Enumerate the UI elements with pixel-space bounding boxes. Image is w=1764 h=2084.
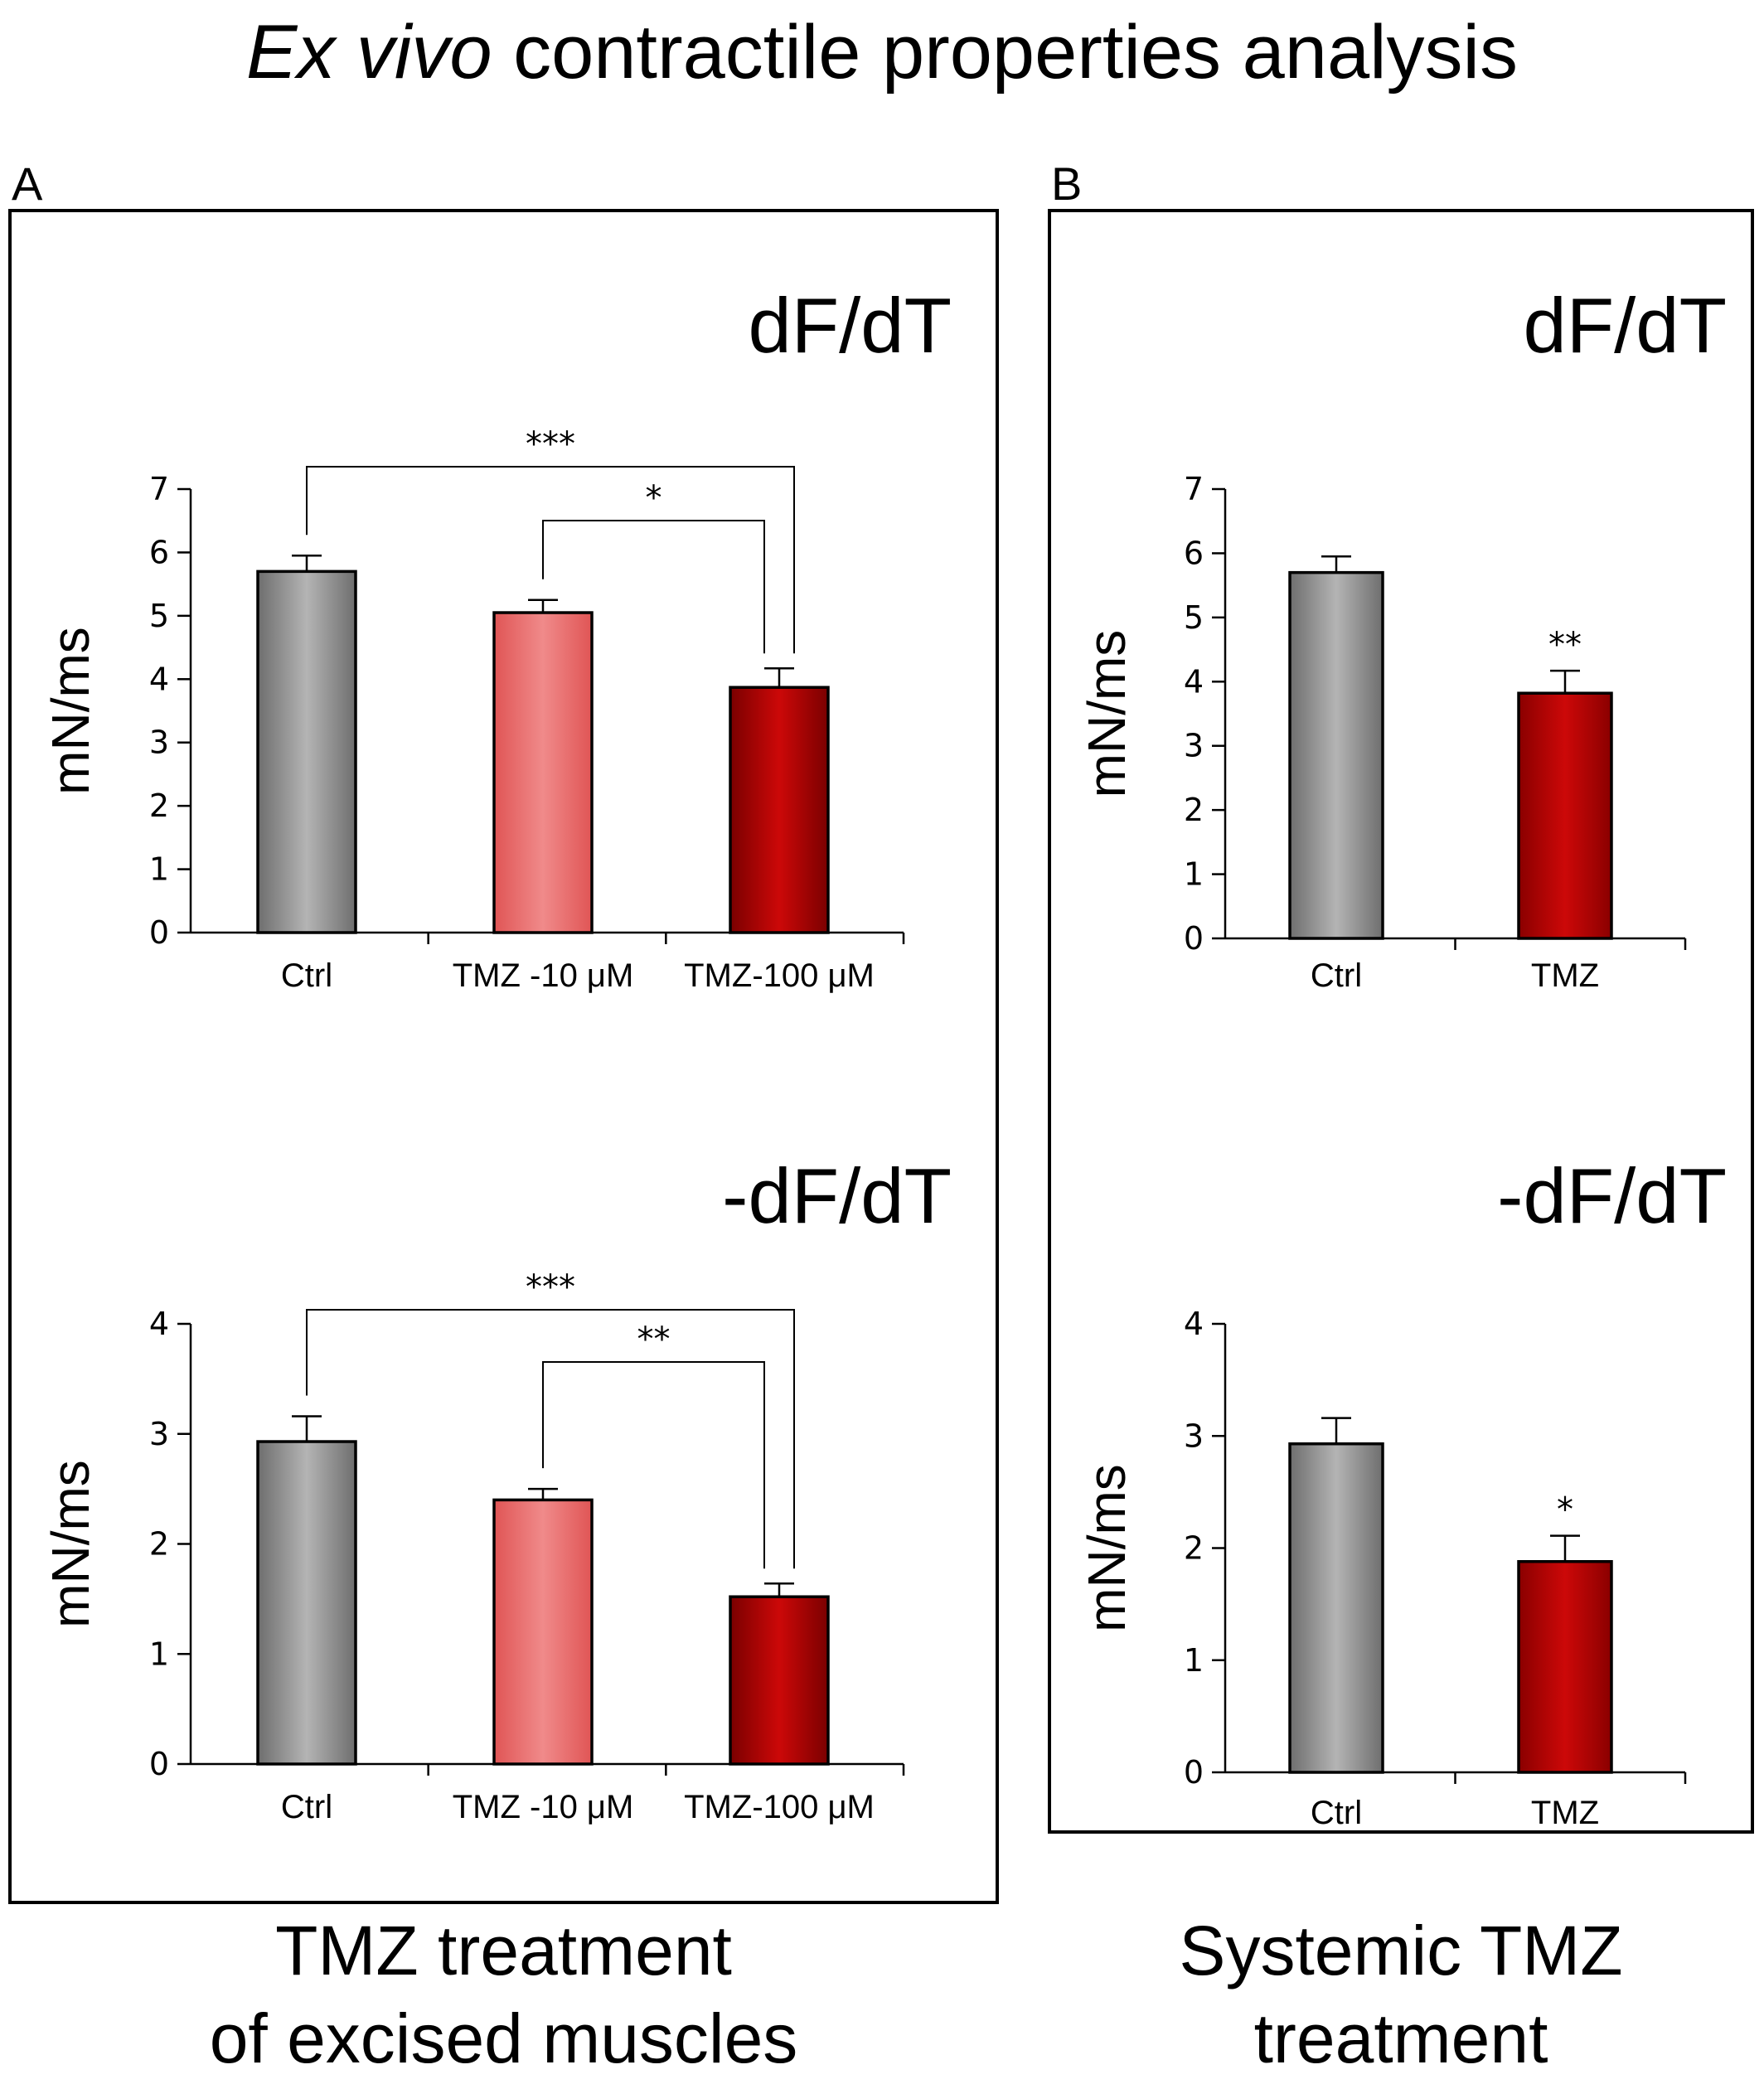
bar — [1288, 1442, 1384, 1774]
panel-b-frame — [1048, 209, 1754, 1834]
chart-measure-title: -dF/dT — [1497, 1152, 1727, 1239]
page-title: Ex vivo contractile properties analysis — [0, 7, 1764, 98]
y-axis-label: mN/ms — [1077, 1464, 1136, 1632]
y-tick-label: 4 — [149, 1306, 169, 1342]
panel-letter-b: B — [1051, 158, 1083, 210]
x-category-label: TMZ -10 μM — [453, 1789, 634, 1825]
y-tick-label: 4 — [1184, 1306, 1204, 1342]
y-tick-label: 2 — [1184, 792, 1204, 828]
y-tick-label: 1 — [1184, 856, 1204, 893]
page-title-rest: contractile properties analysis — [492, 10, 1518, 95]
bar — [256, 569, 357, 934]
bar — [256, 1440, 357, 1766]
significance-star: * — [1557, 1491, 1573, 1529]
y-tick-label: 1 — [1184, 1642, 1204, 1679]
y-tick-label: 4 — [1184, 663, 1204, 700]
y-tick-label: 3 — [1184, 1418, 1204, 1454]
significance-star: ** — [1548, 626, 1582, 664]
y-axis-label: mN/ms — [41, 627, 100, 795]
y-tick-label: 1 — [149, 1636, 169, 1672]
panel-a-caption-line-2: of excised muscles — [209, 1999, 798, 2077]
page-title-italic: Ex vivo — [246, 10, 492, 95]
panel-b-caption: Systemic TMZ treatment — [1048, 1907, 1754, 2082]
bar — [492, 1498, 594, 1766]
y-tick-label: 5 — [149, 598, 169, 634]
x-category-label: TMZ-100 μM — [684, 1789, 875, 1825]
y-tick-label: 2 — [149, 1526, 169, 1563]
significance-bracket — [542, 1361, 765, 1569]
panel-b-caption-line-2: treatment — [1253, 1999, 1548, 2077]
chart-measure-title: dF/dT — [748, 282, 952, 369]
chart-measure-title: -dF/dT — [722, 1152, 952, 1239]
y-tick-label: 6 — [149, 534, 169, 570]
y-tick-label: 1 — [149, 851, 169, 888]
y-tick-label: 0 — [149, 914, 169, 951]
panel-a-frame — [8, 209, 999, 1904]
bracket-label: *** — [526, 1268, 575, 1306]
x-category-label: TMZ — [1531, 957, 1599, 994]
bar — [729, 1595, 830, 1766]
panel-a-caption-line-1: TMZ treatment — [275, 1912, 732, 1989]
x-category-label: Ctrl — [1311, 1795, 1362, 1831]
bar — [1517, 1559, 1613, 1774]
y-axis-label: mN/ms — [41, 1460, 100, 1628]
x-category-label: TMZ-100 μM — [684, 957, 875, 994]
x-category-label: Ctrl — [281, 957, 332, 994]
significance-bracket — [542, 520, 765, 654]
y-tick-label: 0 — [1184, 920, 1204, 957]
chart-measure-title: dF/dT — [1523, 282, 1727, 369]
bar — [492, 611, 594, 934]
panel-b-caption-line-1: Systemic TMZ — [1179, 1912, 1623, 1989]
y-axis-label: mN/ms — [1077, 630, 1136, 798]
x-category-label: TMZ -10 μM — [453, 957, 634, 994]
chart-b-dfdt: dF/dT mN/ms 0 1 2 3 4 5 6 7 Ctrl TMZ ** — [1077, 282, 1727, 994]
panel-a-caption: TMZ treatment of excised muscles — [8, 1907, 999, 2082]
y-tick-label: 6 — [1184, 535, 1204, 571]
bracket-label: *** — [526, 425, 575, 463]
y-tick-label: 2 — [149, 788, 169, 824]
y-tick-label: 2 — [1184, 1530, 1204, 1567]
significance-bracket — [306, 1309, 795, 1569]
x-category-label: Ctrl — [281, 1789, 332, 1825]
bar — [729, 686, 830, 934]
chart-b-neg-dfdt: -dF/dT mN/ms 0 1 2 3 4 Ctrl TMZ * — [1077, 1152, 1727, 1831]
bar — [1517, 691, 1613, 940]
y-tick-label: 7 — [149, 471, 169, 507]
y-tick-label: 3 — [149, 1416, 169, 1452]
y-tick-label: 0 — [149, 1746, 169, 1782]
y-tick-label: 7 — [1184, 471, 1204, 507]
chart-a-neg-dfdt: -dF/dT mN/ms 0 1 2 3 4 Ctrl TMZ -10 μM TMZ-100 μM… — [41, 1152, 952, 1825]
significance-bracket — [306, 466, 795, 654]
y-tick-label: 3 — [1184, 728, 1204, 764]
bar — [1288, 570, 1384, 940]
y-tick-label: 4 — [149, 661, 169, 697]
bracket-label: * — [646, 479, 662, 517]
x-category-label: Ctrl — [1311, 957, 1362, 994]
x-category-label: TMZ — [1531, 1795, 1599, 1831]
y-tick-label: 5 — [1184, 599, 1204, 636]
panel-letter-a: A — [12, 158, 43, 210]
y-tick-label: 0 — [1184, 1754, 1204, 1791]
y-tick-label: 3 — [149, 725, 169, 761]
chart-a-dfdt: dF/dT mN/ms 0 1 2 3 4 5 6 7 Ctrl TMZ -10 μM TMZ-100 … — [41, 282, 952, 994]
bracket-label: ** — [637, 1321, 671, 1359]
